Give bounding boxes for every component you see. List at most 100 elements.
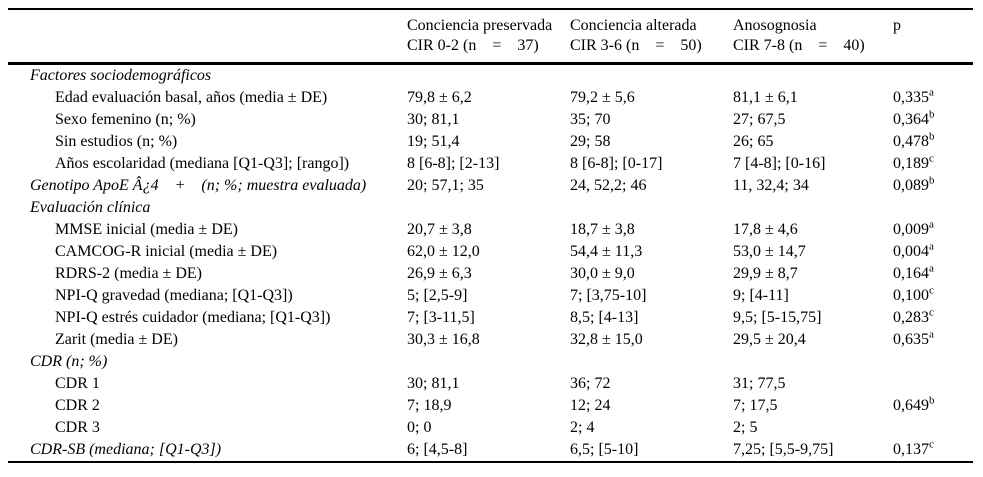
row-label: Genotipo ApoE Â¿4 + (n; %; muestra evalu… [30, 177, 367, 194]
p-value: 0,089b [893, 175, 935, 194]
cell-value: 26; 65 [733, 133, 774, 150]
row-label: CDR 3 [55, 419, 100, 436]
cell-value: 35; 70 [570, 111, 611, 128]
cell-value [733, 351, 893, 373]
table-row: NPI-Q estrés cuidador (mediana; [Q1-Q3])… [8, 307, 973, 329]
row-label: CDR (n; %) [30, 353, 108, 370]
p-value: 0,137c [893, 439, 934, 458]
row-label: RDRS-2 (media ± DE) [55, 265, 202, 282]
row-label: NPI-Q gravedad (mediana; [Q1-Q3]) [55, 287, 293, 304]
cell-value: 30; 81,1 [407, 111, 460, 128]
cell-value: 7 [4-8]; [0-16] [733, 155, 826, 172]
p-value: 0,004a [893, 241, 934, 260]
row-label: Zarit (media ± DE) [55, 331, 178, 348]
table-row: RDRS-2 (media ± DE) 26,9 ± 6,3 30,0 ± 9,0 2… [8, 263, 973, 285]
row-label: Factores sociodemográficos [30, 67, 212, 84]
table-row: Años escolaridad (mediana [Q1-Q3]; [rang… [8, 153, 973, 175]
cell-value: 6,5; [5-10] [570, 441, 639, 458]
p-value-superscript: b [929, 175, 935, 187]
row-label: MMSE inicial (media ± DE) [55, 221, 238, 238]
p-value-superscript: b [929, 109, 935, 121]
cell-value: 6; [4,5-8] [407, 441, 468, 458]
cell-value: 79,2 ± 5,6 [570, 89, 635, 106]
cell-value: 53,0 ± 14,7 [733, 243, 806, 260]
cell-value: 2; 4 [570, 419, 595, 436]
p-value-superscript: b [929, 395, 935, 407]
cell-value: 81,1 ± 6,1 [733, 89, 798, 106]
header-col-conciencia-alterada: Conciencia alterada CIR 3-6 (n = 50) [570, 9, 733, 64]
p-value-superscript: a [929, 219, 934, 231]
header-group-label: p [893, 17, 901, 34]
table-row: Evaluación clínica [8, 197, 973, 219]
clinical-characteristics-table: Conciencia preservada CIR 0-2 (n = 37) C… [8, 8, 973, 463]
cell-value: 79,8 ± 6,2 [407, 89, 472, 106]
p-value: 0,189c [893, 153, 934, 172]
cell-value [407, 197, 570, 219]
p-value-superscript: a [929, 241, 934, 253]
cell-value: 27; 67,5 [733, 111, 786, 128]
cell-value: 8 [6-8]; [2-13] [407, 155, 500, 172]
cell-value: 9; [4-11] [733, 287, 789, 304]
p-value: 0,364b [893, 109, 935, 128]
table-row: CDR 2 7; 18,9 12; 24 7; 17,5 0,649b [8, 395, 973, 417]
cell-value: 12; 24 [570, 397, 611, 414]
table-row: MMSE inicial (media ± DE) 20,7 ± 3,8 18,7 … [8, 219, 973, 241]
header-col-p: p [893, 9, 973, 64]
p-value: 0,335a [893, 87, 934, 106]
cell-value [570, 197, 733, 219]
p-value: 0,478b [893, 131, 935, 150]
row-label: Sin estudios (n; %) [55, 133, 178, 150]
cell-value: 8,5; [4-13] [570, 309, 639, 326]
row-label: NPI-Q estrés cuidador (mediana; [Q1-Q3]) [55, 309, 331, 326]
p-value: 0,009a [893, 219, 934, 238]
header-col-anosognosia: Anosognosia CIR 7-8 (n = 40) [733, 9, 893, 64]
cell-value [407, 351, 570, 373]
header-group-sublabel: CIR 3-6 (n = 50) [570, 37, 702, 54]
cell-value: 19; 51,4 [407, 133, 460, 150]
p-value-superscript: c [929, 285, 934, 297]
p-value-superscript: a [929, 263, 934, 275]
cell-value: 7; 17,5 [733, 397, 778, 414]
p-value-superscript: b [929, 131, 935, 143]
p-value-superscript: c [929, 439, 934, 451]
cell-value: 9,5; [5-15,75] [733, 309, 822, 326]
cell-value: 24, 52,2; 46 [570, 177, 647, 194]
cell-value: 29,5 ± 20,4 [733, 331, 806, 348]
header-group-label: Conciencia alterada [570, 17, 697, 34]
cell-value: 31; 77,5 [733, 375, 786, 392]
cell-value: 11, 32,4; 34 [733, 177, 809, 194]
p-value: 0,100c [893, 285, 934, 304]
cell-value: 7; [3,75-10] [570, 287, 647, 304]
row-label: CDR 1 [55, 375, 100, 392]
cell-value [733, 197, 893, 219]
cell-value: 7; 18,9 [407, 397, 452, 414]
row-label: CAMCOG-R inicial (media ± DE) [55, 243, 278, 260]
table-row: Edad evaluación basal, años (media ± DE)… [8, 87, 973, 109]
p-value [893, 351, 973, 373]
header-group-sublabel: CIR 0-2 (n = 37) [407, 37, 539, 54]
cell-value: 62,0 ± 12,0 [407, 243, 480, 260]
cell-value: 20; 57,1; 35 [407, 177, 484, 194]
row-label: CDR 2 [55, 397, 100, 414]
header-empty-cell [8, 9, 407, 64]
cell-value [570, 64, 733, 88]
row-label: Evaluación clínica [30, 199, 151, 216]
table-row: Sin estudios (n; %) 19; 51,4 29; 58 26; 65 0… [8, 131, 973, 153]
cell-value: 30,0 ± 9,0 [570, 265, 635, 282]
p-value [893, 417, 973, 439]
table-row: CDR (n; %) [8, 351, 973, 373]
cell-value: 2; 5 [733, 419, 758, 436]
row-label: Años escolaridad (mediana [Q1-Q3]; [rang… [55, 155, 350, 172]
cell-value: 26,9 ± 6,3 [407, 265, 472, 282]
cell-value: 7; [3-11,5] [407, 309, 475, 326]
row-label: Edad evaluación basal, años (media ± DE) [55, 89, 328, 106]
header-col-conciencia-preservada: Conciencia preservada CIR 0-2 (n = 37) [407, 9, 570, 64]
header-row: Conciencia preservada CIR 0-2 (n = 37) C… [8, 9, 973, 64]
table-row: Sexo femenino (n; %) 30; 81,1 35; 70 27; 67… [8, 109, 973, 131]
p-value-superscript: a [929, 329, 934, 341]
cell-value: 0; 0 [407, 419, 432, 436]
table-row: CAMCOG-R inicial (media ± DE) 62,0 ± 12,0… [8, 241, 973, 263]
table-row: CDR-SB (mediana; [Q1-Q3]) 6; [4,5-8] 6,5; … [8, 439, 973, 462]
cell-value [407, 64, 570, 88]
